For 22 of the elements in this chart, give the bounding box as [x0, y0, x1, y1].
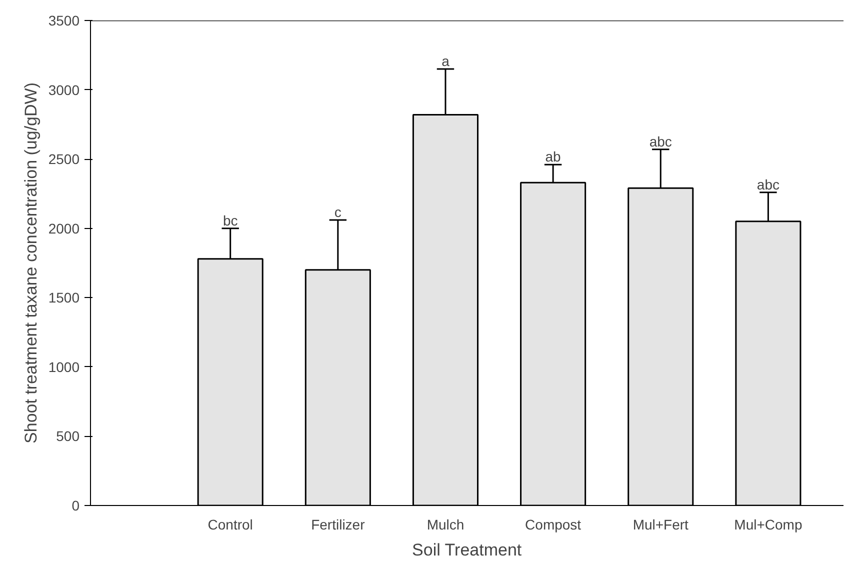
annotation: abc — [756, 176, 780, 192]
annotation: c — [334, 204, 342, 220]
y-tick-label: 1500 — [48, 290, 80, 306]
y-tick-label: 2500 — [48, 151, 80, 168]
annotation: a — [442, 53, 450, 69]
annotation: ab — [545, 148, 562, 165]
y-tick-label: 500 — [56, 428, 80, 444]
x-tick-label: Mul+Comp — [734, 516, 802, 532]
y-tick-label: 2000 — [48, 220, 80, 236]
x-tick-label: Compost — [525, 516, 582, 532]
annotation: bc — [222, 212, 238, 228]
x-tick-label: Control — [208, 516, 253, 532]
x-tick-label: Fertilizer — [311, 516, 366, 532]
x-tick-label: Mul+Fert — [632, 516, 689, 532]
annotation: abc — [649, 133, 672, 150]
x-axis-title: Soil Treatment — [412, 540, 522, 560]
y-tick-label: 3000 — [48, 82, 80, 98]
y-tick-label: 3500 — [48, 12, 80, 28]
x-tick-label: Mulch — [426, 516, 464, 532]
y-tick-label: 1000 — [48, 358, 80, 375]
y-axis-title: Shoot treatment taxane concentration (ug/gDW) — [21, 82, 40, 444]
y-tick-label: 0 — [72, 498, 80, 514]
